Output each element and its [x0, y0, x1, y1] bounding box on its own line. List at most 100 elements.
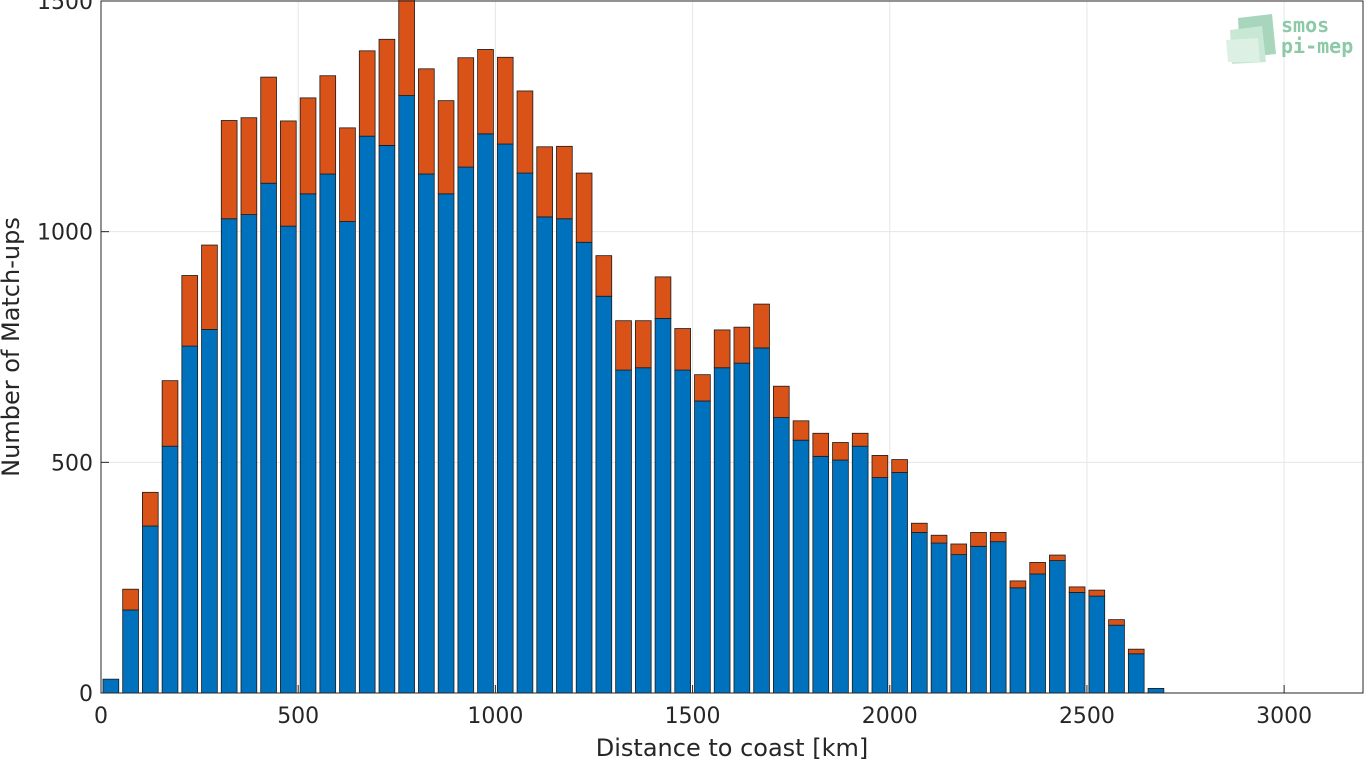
- x-tick-label: 2500: [1059, 704, 1115, 729]
- bar-series-1: [319, 173, 337, 694]
- bar-series-2: [1049, 554, 1066, 561]
- bar-series-2: [615, 320, 632, 371]
- bar-series-1: [753, 347, 770, 694]
- bar-series-2: [181, 275, 199, 347]
- bar-series-1: [418, 173, 435, 694]
- bar-series-2: [773, 385, 790, 418]
- bar-series-1: [556, 218, 573, 694]
- bar-series-1: [220, 218, 238, 694]
- bar-series-2: [812, 432, 830, 457]
- bar-series-2: [1088, 589, 1106, 597]
- y-axis-label: Number of Match-ups: [0, 217, 25, 477]
- bar-series-2: [950, 543, 968, 555]
- bar-series-2: [832, 442, 849, 461]
- bar-series-2: [378, 38, 396, 146]
- bars: [102, 0, 1165, 694]
- bar-series-1: [871, 477, 889, 694]
- bar-series-1: [378, 144, 396, 694]
- bar-series-2: [122, 588, 139, 611]
- bar-series-2: [891, 459, 908, 473]
- bar-series-2: [556, 145, 573, 220]
- bar-series-1: [970, 545, 987, 694]
- bar-series-1: [240, 214, 258, 694]
- x-axis-ticks: 0 500 1000 1500 2000 2500 3000: [94, 685, 1312, 729]
- y-axis-ticks: 0 500 1000 1500: [37, 0, 109, 707]
- bar-series-2: [694, 374, 711, 402]
- plot-frame: [100, 0, 1364, 694]
- bar-series-2: [299, 97, 317, 195]
- bar-series-2: [536, 146, 553, 218]
- bar-series-2: [496, 56, 514, 145]
- bar-series-2: [516, 90, 534, 174]
- bar-series-2: [418, 68, 435, 175]
- bar-series-2: [1127, 648, 1145, 655]
- bar-series-1: [477, 133, 494, 694]
- bar-series-1: [989, 541, 1007, 694]
- bar-series-2: [753, 303, 770, 349]
- bar-series-1: [299, 193, 317, 694]
- bar-series-1: [851, 445, 869, 694]
- x-tick-label: 500: [277, 704, 319, 729]
- bar-series-1: [733, 362, 751, 694]
- bar-series-2: [654, 276, 672, 319]
- x-tick-label: 1000: [467, 704, 523, 729]
- x-axis-label: Distance to coast [km]: [596, 734, 868, 761]
- bar-series-1: [694, 400, 711, 694]
- bar-series-2: [575, 172, 593, 243]
- x-tick-label: 0: [94, 704, 108, 729]
- bar-series-2: [260, 76, 277, 184]
- bar-series-1: [812, 455, 830, 694]
- bar-series-2: [319, 75, 337, 175]
- y-tick-label: 0: [79, 682, 93, 707]
- smos-pimep-logo: smos pi-mep: [1226, 13, 1353, 64]
- bar-series-1: [634, 367, 652, 694]
- bar-series-2: [713, 329, 731, 369]
- bar-series-2: [161, 380, 179, 447]
- x-tick-label: 2000: [862, 704, 918, 729]
- bar-series-1: [773, 417, 790, 694]
- y-tick-label: 1500: [37, 0, 93, 15]
- bar-series-2: [477, 49, 494, 135]
- bar-series-2: [142, 491, 159, 527]
- bar-series-1: [1147, 687, 1165, 694]
- bar-series-2: [792, 420, 810, 441]
- bar-series-1: [891, 472, 908, 694]
- bar-series-1: [339, 221, 356, 694]
- bar-series-2: [595, 255, 613, 297]
- bar-series-2: [339, 127, 356, 222]
- bar-series-2: [1009, 580, 1027, 589]
- bar-series-1: [674, 369, 691, 694]
- bar-series-2: [358, 50, 376, 137]
- bar-series-2: [1068, 586, 1086, 593]
- bar-series-1: [1029, 573, 1046, 694]
- bar-series-1: [201, 329, 218, 694]
- bar-series-1: [654, 317, 672, 694]
- bar-series-1: [161, 445, 179, 694]
- bar-series-2: [989, 532, 1007, 543]
- bar-series-1: [615, 369, 632, 694]
- logo-emblem-icon: [1226, 14, 1276, 64]
- bar-series-1: [911, 532, 928, 694]
- bar-series-2: [970, 532, 987, 547]
- bar-series-2: [871, 455, 889, 478]
- bar-series-1: [102, 678, 120, 694]
- x-tick-label: 3000: [1256, 704, 1312, 729]
- bar-series-2: [733, 326, 751, 364]
- bar-series-1: [398, 95, 415, 694]
- bar-series-1: [1009, 587, 1027, 694]
- x-tick-label: 1500: [665, 704, 721, 729]
- bar-series-1: [1049, 560, 1066, 694]
- bar-series-1: [930, 542, 948, 694]
- bar-series-1: [1127, 653, 1145, 694]
- bar-series-2: [201, 244, 218, 330]
- bar-series-2: [437, 100, 455, 195]
- bar-series-2: [457, 57, 475, 168]
- bar-series-2: [1029, 562, 1046, 575]
- bar-series-2: [1108, 619, 1125, 626]
- bar-series-2: [220, 120, 238, 220]
- bar-series-1: [437, 193, 455, 694]
- y-tick-label: 500: [51, 451, 93, 476]
- logo-text-smos: smos: [1281, 13, 1329, 37]
- bar-series-1: [536, 216, 553, 694]
- bar-series-1: [516, 172, 534, 694]
